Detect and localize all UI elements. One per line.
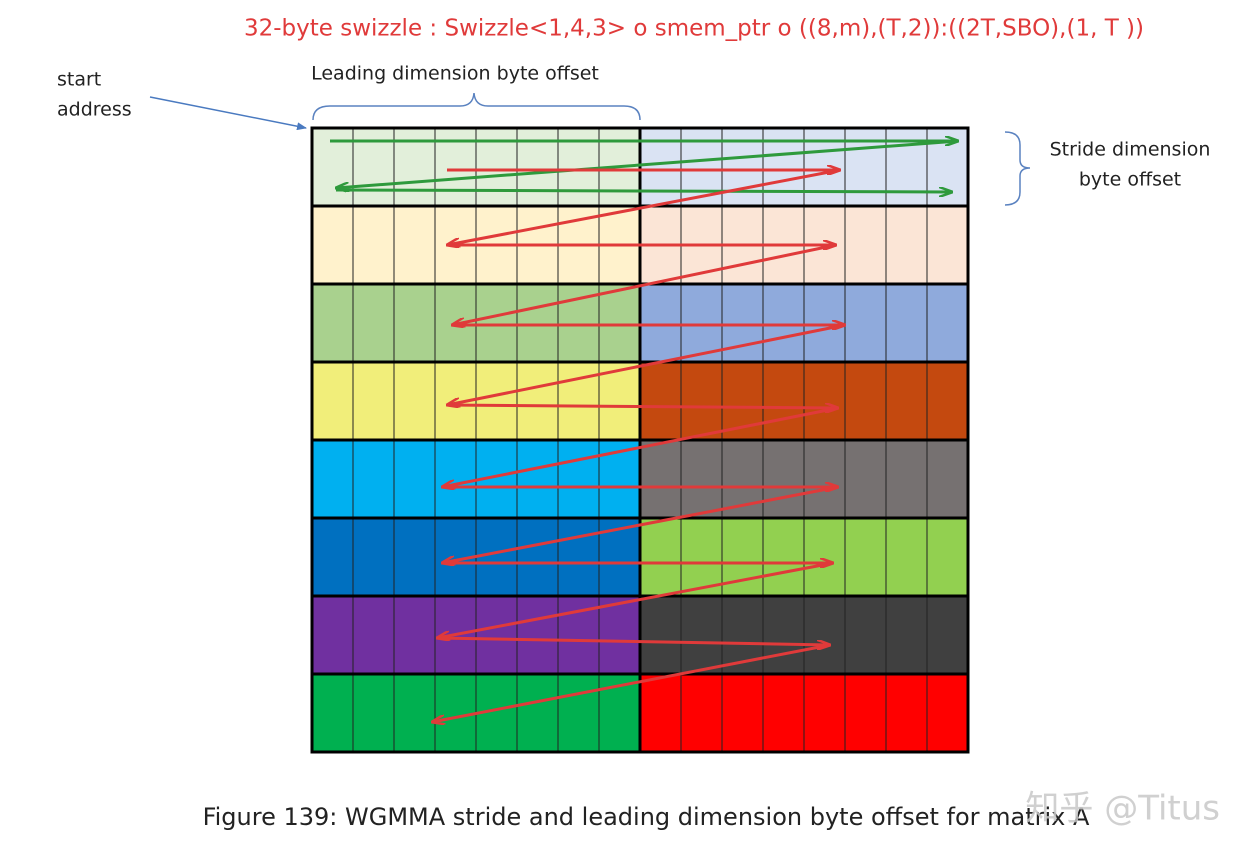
arrow xyxy=(437,561,834,638)
arrow xyxy=(447,323,846,405)
leading-label: Leading dimension byte offset xyxy=(311,63,599,85)
stride-label: Stride dimension xyxy=(1050,139,1211,161)
arrow xyxy=(447,168,841,245)
arrows xyxy=(330,141,958,722)
arrow xyxy=(442,406,839,487)
leading-brace xyxy=(312,92,641,121)
title: 32-byte swizzle : Swizzle<1,4,3> o smem_… xyxy=(244,16,1144,42)
start-arrow xyxy=(149,96,307,131)
start-label: start xyxy=(57,69,101,91)
arrow xyxy=(336,139,959,188)
arrow xyxy=(432,643,831,722)
stride-brace xyxy=(1004,131,1031,206)
stride-label: byte offset xyxy=(1079,169,1181,191)
caption: Figure 139: WGMMA stride and leading dim… xyxy=(203,803,1090,831)
watermark: 知乎 @Titus xyxy=(1025,789,1220,829)
arrow xyxy=(452,243,837,325)
grid xyxy=(310,126,970,754)
arrow xyxy=(335,190,952,192)
arrow xyxy=(446,405,838,408)
arrow xyxy=(442,485,839,563)
arrow xyxy=(436,636,830,645)
start-label: address xyxy=(57,99,132,121)
